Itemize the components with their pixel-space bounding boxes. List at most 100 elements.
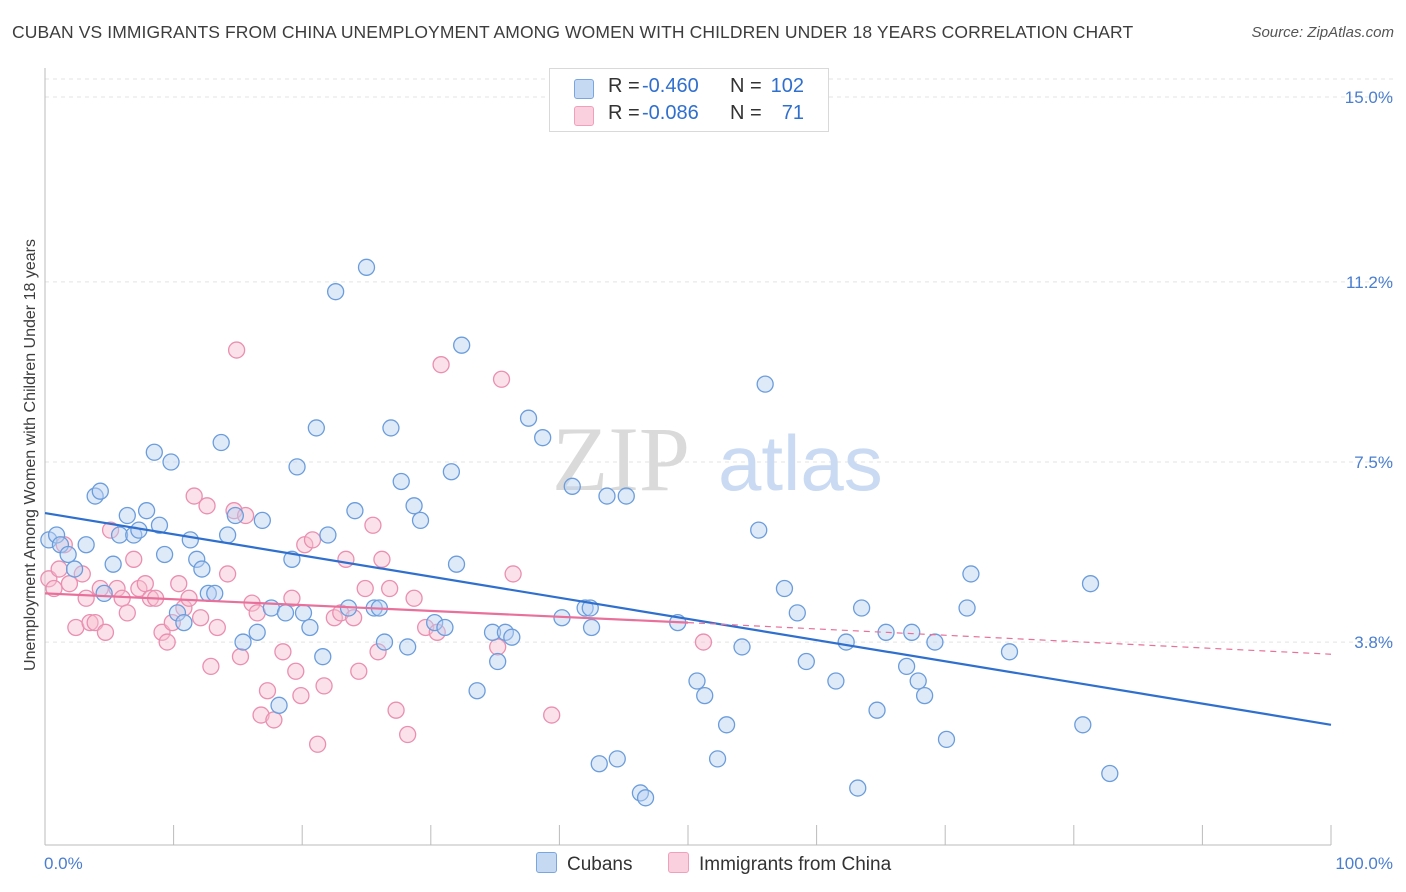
y-tick-label: 3.8%: [1354, 633, 1393, 652]
cubans-point: [314, 648, 332, 666]
china-point: [96, 623, 115, 641]
cubans-point: [118, 506, 136, 525]
cubans-point: [168, 604, 187, 622]
series-china-points: [40, 341, 713, 753]
cubans-point: [1000, 643, 1019, 661]
china-point: [158, 633, 176, 651]
cubans-point: [903, 623, 921, 641]
cubans-point: [253, 511, 271, 530]
china-point: [125, 550, 143, 568]
china-point: [399, 725, 417, 744]
y-tick-label: 7.5%: [1354, 453, 1393, 472]
source-label: Source: ZipAtlas.com: [1251, 24, 1394, 41]
cubans-point: [426, 613, 444, 632]
china-point: [265, 711, 283, 729]
y-tick-label: 15.0%: [1345, 88, 1393, 107]
china-point: [694, 633, 713, 651]
watermark-atlas: atlas: [718, 419, 883, 507]
cubans-point: [849, 779, 867, 797]
cubans-point: [827, 672, 845, 690]
cubans-point: [150, 516, 169, 534]
cubans-point: [1101, 764, 1119, 783]
china-point: [283, 589, 301, 607]
china-point: [208, 618, 226, 637]
cubans-point: [234, 633, 252, 651]
cubans-point: [926, 633, 944, 651]
china-point: [380, 579, 399, 598]
cubans-point: [382, 419, 400, 437]
cubans-point: [91, 482, 109, 500]
cubans-point: [909, 672, 927, 690]
china-point: [369, 643, 387, 661]
china-point: [274, 643, 292, 661]
cubans-point: [392, 472, 410, 491]
cubans-point: [519, 409, 538, 427]
cubans-point: [155, 545, 174, 564]
china-point: [308, 735, 327, 753]
cubans-point: [346, 502, 364, 520]
cubans-point: [468, 682, 486, 700]
cubans-point: [750, 521, 768, 539]
x-tick-label: 0.0%: [44, 854, 83, 873]
legend-r-value: -0.460: [642, 75, 699, 97]
cubans-point: [576, 599, 594, 617]
china-point: [350, 662, 368, 680]
cubans-point: [193, 560, 211, 578]
china-point: [185, 487, 203, 505]
cubans-point: [436, 618, 454, 637]
bottom-legend-swatch-china: [668, 852, 689, 873]
cubans-point: [897, 657, 916, 676]
tick-labels: 3.8% 7.5% 11.2% 15.0% 0.0% 100.0%: [44, 88, 1393, 873]
legend-r-label: R =: [608, 75, 640, 97]
china-point: [292, 686, 310, 705]
cubans-point: [77, 536, 95, 554]
china-point: [303, 531, 322, 549]
china-point: [101, 521, 120, 539]
cubans-point: [357, 258, 376, 276]
cubans-point: [104, 555, 122, 573]
cubans-point: [608, 750, 626, 768]
cubans-point: [405, 497, 423, 515]
legend-row-china: R = -0.086 N = 71: [550, 102, 828, 128]
cubans-point: [218, 526, 237, 544]
china-point: [136, 575, 154, 593]
cubans-point: [453, 336, 471, 354]
y-tick-label: 11.2%: [1346, 273, 1393, 292]
china-point: [252, 706, 270, 724]
china-trend-line: [44, 592, 689, 624]
cubans-point: [206, 584, 224, 603]
legend-r-value: -0.086: [642, 102, 699, 124]
bottom-legend-label-cubans: Cubans: [567, 854, 633, 875]
cubans-point: [590, 755, 608, 773]
axes: [44, 68, 1332, 846]
cubans-point: [301, 618, 319, 637]
china-point: [373, 550, 391, 568]
china-point: [315, 677, 333, 695]
legend-n-value: 71: [781, 102, 804, 124]
bottom-legend-cubans: Cubans: [536, 852, 633, 876]
cubans-point: [937, 730, 956, 749]
cubans-point: [1081, 575, 1100, 593]
cubans-point: [47, 526, 66, 544]
china-point: [77, 589, 95, 607]
cubans-point: [1074, 716, 1092, 734]
watermark-zip: ZIP: [552, 408, 690, 510]
cubans-point: [958, 599, 976, 617]
china-point: [387, 701, 405, 719]
china-point: [432, 356, 450, 374]
chart-title: CUBAN VS IMMIGRANTS FROM CHINA UNEMPLOYM…: [12, 22, 1134, 42]
legend-swatch-china: [574, 106, 594, 126]
china-point: [198, 497, 216, 515]
china-point: [356, 579, 374, 598]
china-point: [50, 560, 68, 578]
cubans-point: [503, 628, 521, 646]
cubans-point: [534, 429, 552, 447]
cubans-point: [188, 550, 206, 568]
legend-r-label: R =: [608, 102, 640, 124]
china-point: [191, 609, 210, 627]
china-point: [364, 516, 382, 534]
cubans-point: [717, 716, 736, 734]
cubans-point: [598, 487, 616, 505]
cubans-point: [868, 701, 886, 719]
cubans-point: [226, 506, 244, 525]
